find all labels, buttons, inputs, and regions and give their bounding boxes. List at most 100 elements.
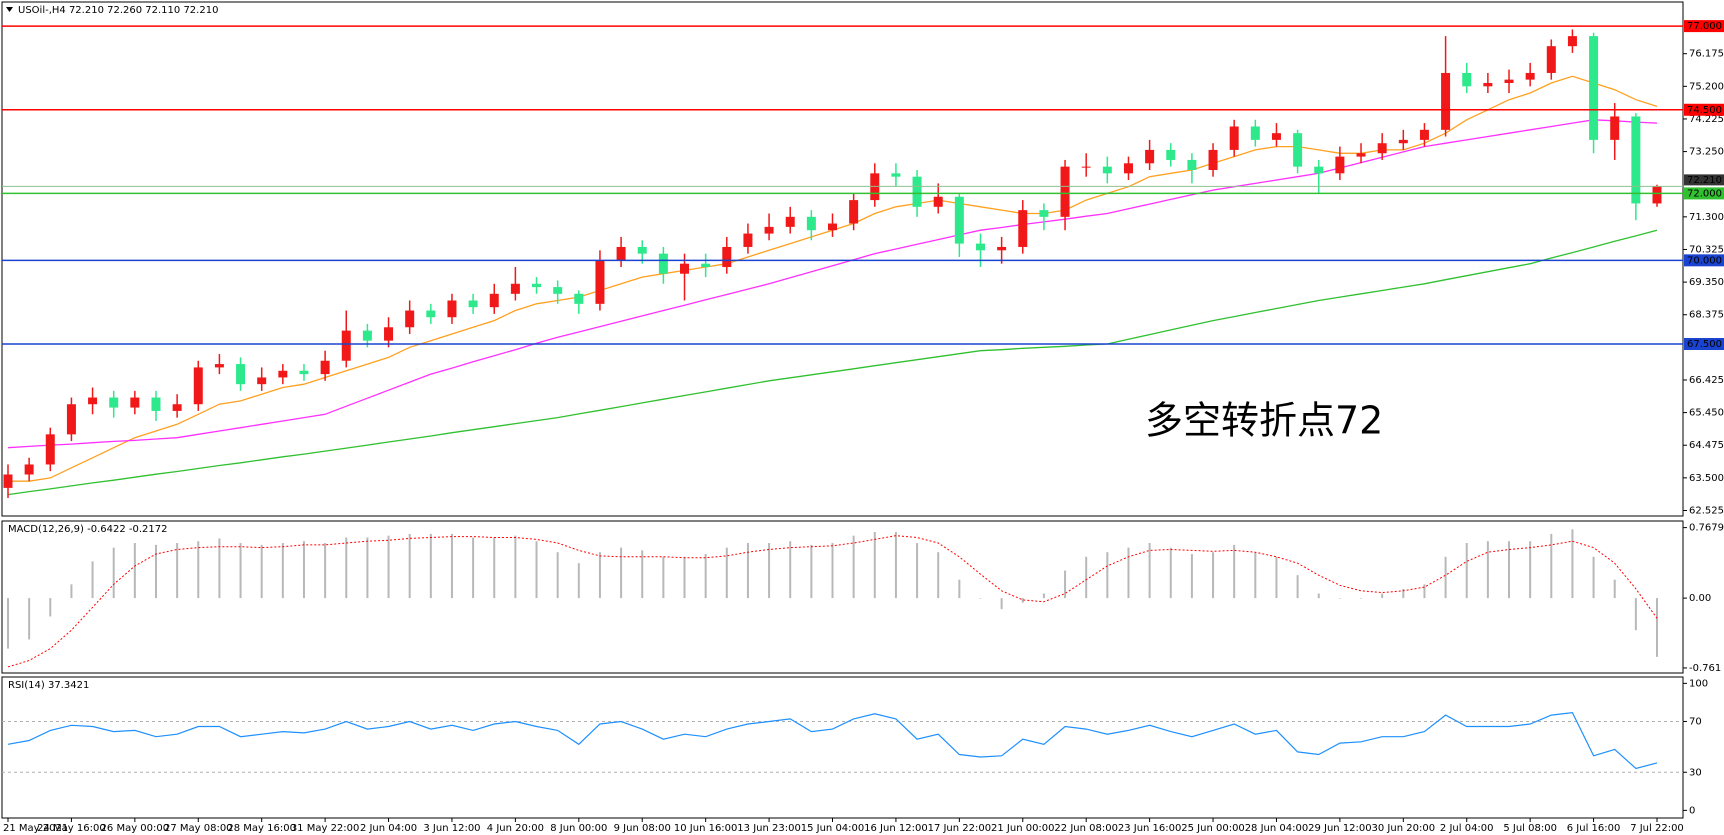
y-tick-label: 100: [1689, 678, 1708, 689]
candle-body: [1208, 149, 1218, 170]
y-tick-label: -0.761: [1689, 663, 1721, 674]
candle-body: [785, 216, 795, 227]
macd-bar: [1317, 593, 1320, 599]
candle-body: [1356, 153, 1366, 157]
macd-bar: [1550, 533, 1553, 599]
candle-body: [320, 360, 330, 375]
menu-arrow[interactable]: [6, 7, 13, 12]
candle-body: [1504, 79, 1514, 83]
candle-body: [743, 233, 753, 247]
macd-bar: [937, 552, 940, 599]
macd-bar: [324, 543, 327, 599]
macd-bar: [493, 537, 496, 599]
candle-body: [933, 196, 943, 207]
y-tick-label: 65.450: [1689, 408, 1724, 419]
macd-bar: [514, 535, 517, 599]
macd-bar: [1402, 588, 1405, 599]
candle-body: [1546, 46, 1556, 73]
x-tick-label: 17 Jun 22:00: [928, 823, 992, 834]
candle-body: [1335, 156, 1345, 174]
macd-bar: [1656, 598, 1658, 657]
candle-body: [1483, 82, 1493, 87]
x-tick-label: 6 Jul 16:00: [1567, 823, 1621, 834]
macd-bar: [197, 541, 200, 599]
candle-body: [3, 474, 13, 488]
candle-body: [1462, 72, 1472, 87]
x-tick-label: 4 Jun 20:00: [487, 823, 544, 834]
candle-body: [1229, 126, 1239, 150]
candle-body: [384, 327, 394, 341]
macd-bar: [1508, 541, 1511, 599]
x-tick-label: 16 Jun 12:00: [864, 823, 928, 834]
candle-body: [66, 404, 76, 435]
candle-body: [24, 464, 34, 475]
macd-bar: [1571, 529, 1574, 599]
macd-bar: [662, 556, 665, 599]
macd-bar: [1592, 556, 1595, 599]
candle-body: [214, 364, 224, 368]
candle-body: [532, 283, 542, 288]
candle-body: [1145, 149, 1155, 164]
macd-bar: [387, 535, 390, 599]
candle-body: [616, 246, 626, 261]
x-tick-label: 24 May 16:00: [37, 823, 106, 834]
x-tick-label: 9 Jun 08:00: [614, 823, 671, 834]
candle-body: [172, 404, 182, 411]
candle-body: [658, 253, 668, 274]
macd-bar: [1486, 541, 1489, 599]
macd-bar: [345, 537, 348, 599]
candle-body: [997, 246, 1007, 251]
candle-body: [405, 310, 415, 328]
macd-bar: [429, 533, 432, 599]
x-tick-label: 7 Jul 22:00: [1630, 823, 1684, 834]
candle-body: [1187, 159, 1197, 170]
candle-body: [1293, 133, 1303, 167]
candle-body: [954, 196, 964, 244]
y-tick-label: 66.425: [1689, 375, 1724, 386]
y-tick-label: 70.325: [1689, 244, 1724, 255]
macd-bar: [746, 543, 749, 599]
candle-body: [278, 370, 288, 378]
macd-bar: [1127, 547, 1130, 599]
x-tick-label: 27 May 08:00: [164, 823, 233, 834]
macd-bar: [112, 547, 115, 599]
candle-body: [701, 263, 711, 268]
y-tick-label: 62.525: [1689, 505, 1724, 516]
candle-body: [88, 397, 98, 405]
macd-bar: [70, 584, 73, 599]
x-tick-label: 21 May 2021: [3, 823, 68, 834]
candle-body: [1419, 129, 1429, 140]
candle-body: [236, 364, 246, 385]
macd-bar: [1529, 541, 1532, 599]
x-tick-label: 28 May 16:00: [227, 823, 296, 834]
candle-body: [828, 223, 837, 231]
macd-bar: [831, 543, 834, 599]
candle-body: [975, 243, 985, 251]
y-tick-label: 69.350: [1689, 277, 1724, 288]
candle-body: [595, 260, 605, 304]
y-tick-label: 0: [1689, 805, 1695, 816]
candle-body: [510, 283, 520, 294]
macd-bar: [281, 543, 284, 599]
macd-bar: [450, 533, 453, 599]
macd-bar: [725, 547, 728, 599]
macd-bar: [1275, 556, 1278, 599]
candle-body: [45, 434, 55, 465]
rsi-line: [7, 711, 1658, 770]
candle-body: [447, 300, 457, 318]
level-label-box: [1684, 20, 1724, 33]
candle-body: [891, 173, 901, 177]
macd-bar: [1613, 579, 1616, 599]
chart-header: USOil-,H4 72.210 72.260 72.110 72.210: [18, 5, 218, 16]
macd-bar: [1296, 575, 1299, 599]
candle-body: [1610, 116, 1620, 140]
candle-body: [130, 397, 140, 408]
candle-body: [680, 263, 690, 274]
macd-bar: [1064, 570, 1067, 599]
x-tick-label: 28 Jun 04:00: [1245, 823, 1309, 834]
rsi-label: RSI(14) 37.3421: [8, 680, 89, 691]
y-tick-label: 68.375: [1689, 310, 1724, 321]
candle-body: [1441, 72, 1451, 130]
candle-body: [193, 367, 203, 405]
